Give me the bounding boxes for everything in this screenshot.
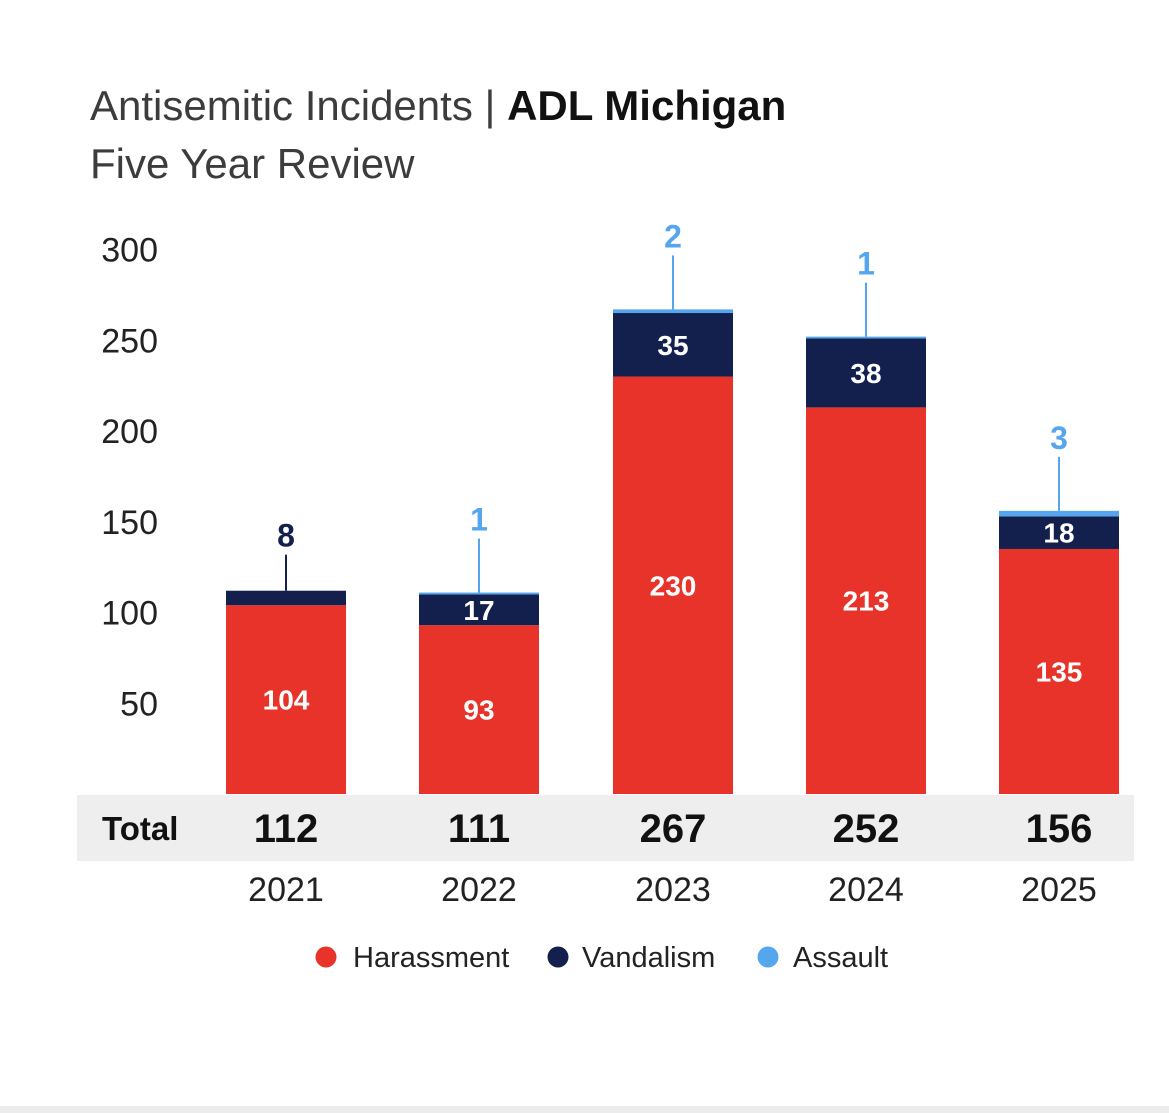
totals-row: Total 112 111 267 252 156 <box>77 795 1134 861</box>
bar-segment-assault <box>419 592 539 595</box>
y-tick-label: 200 <box>101 413 158 451</box>
data-label-assault: 2 <box>664 218 682 254</box>
bar-segment-harassment <box>226 605 346 794</box>
x-axis: 2021 2022 2023 2024 2025 <box>248 871 1097 909</box>
total-value: 267 <box>640 807 707 851</box>
totals-row-label: Total <box>102 810 178 847</box>
x-tick-label: 2025 <box>1021 871 1097 909</box>
chart-title: Antisemitic Incidents | ADL Michigan <box>90 82 786 129</box>
chart-title-bold: ADL Michigan <box>507 82 786 129</box>
y-tick-label: 150 <box>101 504 158 542</box>
bottom-divider <box>0 1106 1169 1113</box>
data-label-assault: 1 <box>470 502 488 538</box>
chart-title-main: Antisemitic Incidents | <box>90 82 507 129</box>
legend-swatch-assault <box>757 946 779 968</box>
bar-segment-harassment <box>419 625 539 794</box>
bar-segment-harassment <box>613 376 733 794</box>
data-label-harassment: 230 <box>650 570 697 601</box>
x-tick-label: 2022 <box>441 871 517 909</box>
legend-swatch-harassment <box>315 946 337 968</box>
bar-segment-vandalism <box>999 516 1119 549</box>
total-value: 112 <box>254 807 319 851</box>
data-label-vandalism: 35 <box>657 330 688 361</box>
x-tick-label: 2023 <box>635 871 711 909</box>
data-label-vandalism: 38 <box>850 358 881 389</box>
totals-row-background <box>77 795 1134 861</box>
legend-label-vandalism: Vandalism <box>582 942 715 974</box>
bar-segment-harassment <box>806 407 926 794</box>
bar-segment-assault <box>999 510 1119 517</box>
data-label-vandalism: 17 <box>463 595 494 626</box>
bar-segment-harassment <box>999 548 1119 794</box>
data-label-assault: 1 <box>857 246 875 282</box>
bar-segment-vandalism <box>226 590 346 606</box>
x-tick-label: 2024 <box>828 871 904 909</box>
data-label-harassment: 104 <box>263 685 310 716</box>
data-label-harassment: 135 <box>1036 656 1083 687</box>
bar-segment-vandalism <box>419 594 539 626</box>
y-tick-label: 300 <box>101 232 158 270</box>
legend: Harassment Vandalism Assault <box>315 942 888 974</box>
bar-segment-vandalism <box>613 313 733 377</box>
chart-subtitle: Five Year Review <box>90 140 415 187</box>
data-label-harassment: 93 <box>463 695 494 726</box>
total-value: 252 <box>833 807 900 851</box>
bar-segment-vandalism <box>806 338 926 408</box>
legend-swatch-vandalism <box>547 946 569 968</box>
legend-label-harassment: Harassment <box>353 942 509 974</box>
bars-group: 104 8 93 17 1 230 35 2 213 38 1 135 18 3 <box>226 218 1119 794</box>
total-value: 111 <box>448 807 510 851</box>
x-tick-label: 2021 <box>248 871 324 909</box>
y-tick-label: 50 <box>120 685 158 723</box>
data-label-assault: 3 <box>1050 420 1068 456</box>
y-tick-label: 250 <box>101 322 158 360</box>
total-value: 156 <box>1026 807 1093 851</box>
data-label-harassment: 213 <box>843 586 890 617</box>
legend-label-assault: Assault <box>793 942 888 974</box>
y-axis: 50 100 150 200 250 300 <box>101 232 158 724</box>
data-label-vandalism: 18 <box>1043 518 1074 549</box>
y-tick-label: 100 <box>101 595 158 633</box>
bar-segment-assault <box>806 336 926 339</box>
data-label-vandalism: 8 <box>277 518 295 554</box>
bar-segment-assault <box>613 309 733 314</box>
